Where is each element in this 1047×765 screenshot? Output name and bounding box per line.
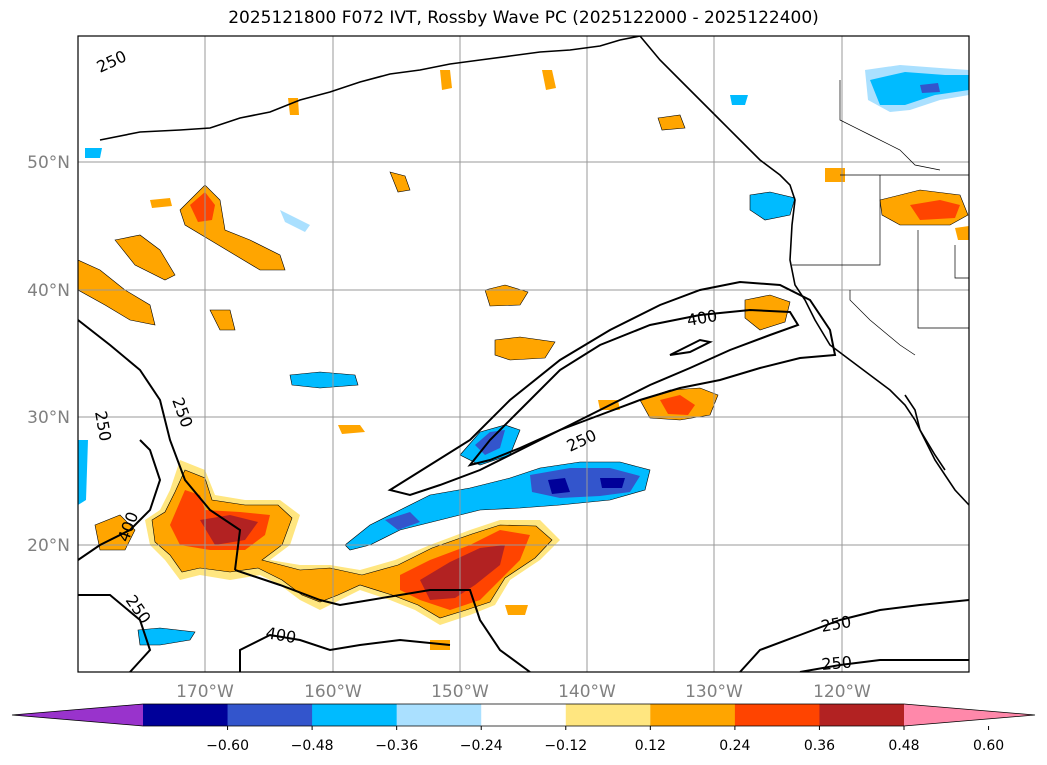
colorbar-segment	[312, 704, 398, 726]
negative-anomaly-shading	[78, 65, 969, 646]
colorbar-segment	[734, 704, 820, 726]
colorbar-tick-label: 0.60	[973, 738, 1004, 754]
colorbar-outline	[11, 703, 1036, 727]
lon-label: 150°W	[431, 682, 489, 702]
colorbar-tick-label: 0.12	[635, 738, 666, 754]
lon-label: 120°W	[813, 682, 871, 702]
contour-label: 250	[821, 652, 853, 674]
colorbar-segment	[819, 704, 905, 726]
borders	[792, 80, 969, 356]
longitude-labels: 170°W 160°W 150°W 140°W 130°W 120°W	[176, 682, 871, 702]
colorbar-segment	[650, 704, 736, 726]
map-panel: 250 250 250 250 400 400 250 400 250 250	[78, 36, 969, 674]
colorbar-tick-label: 0.36	[804, 738, 835, 754]
latitude-labels: 50°N 40°N 30°N 20°N	[27, 153, 70, 556]
lon-label: 160°W	[304, 682, 362, 702]
colorbar-segment	[481, 704, 567, 726]
lon-label: 140°W	[558, 682, 616, 702]
colorbar-tick-label: −0.48	[291, 738, 334, 754]
lat-label: 30°N	[27, 408, 70, 428]
map-title: 2025121800 F072 IVT, Rossby Wave PC (202…	[228, 8, 819, 28]
colorbar-tick-label: −0.60	[206, 738, 249, 754]
colorbar-extend-low	[12, 704, 143, 726]
lat-label: 20°N	[27, 536, 70, 556]
lon-label: 170°W	[176, 682, 234, 702]
positive-anomaly-shading	[78, 70, 969, 650]
coastline	[99, 36, 969, 506]
colorbar-tick-label: −0.12	[544, 738, 587, 754]
colorbar-tick-label: 0.48	[888, 738, 919, 754]
lat-label: 40°N	[27, 281, 70, 301]
colorbar-tick-label: 0.24	[719, 738, 750, 754]
colorbar-tick-label: −0.24	[460, 738, 503, 754]
colorbar-segment	[396, 704, 482, 726]
colorbar-segment	[565, 704, 651, 726]
colorbar: −0.60 −0.48 −0.36 −0.24 −0.12 0.12 0.24 0.36 0.4…	[11, 703, 1036, 754]
colorbar-segment	[143, 704, 229, 726]
lat-label: 50°N	[27, 153, 70, 173]
colorbar-extend-high	[904, 704, 1035, 726]
map-frame	[77, 35, 970, 673]
ivt-contours	[78, 280, 969, 672]
colorbar-tick-label: −0.36	[375, 738, 418, 754]
lon-label: 130°W	[685, 682, 743, 702]
colorbar-segment	[227, 704, 313, 726]
